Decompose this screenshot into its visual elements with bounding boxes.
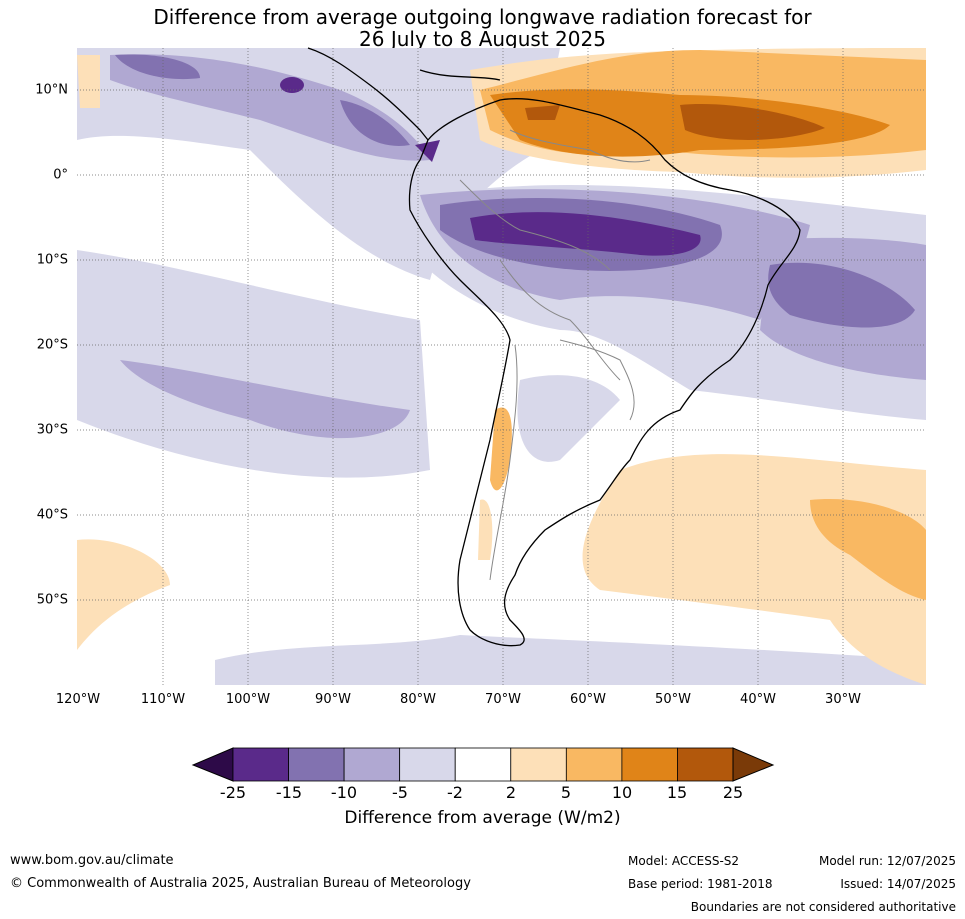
- anomaly-region-neg-light: [215, 635, 926, 685]
- copyright-text: © Commonwealth of Australia 2025, Austra…: [10, 876, 471, 891]
- colorbar-tick: 10: [611, 783, 633, 802]
- lon-label: 100°W: [225, 692, 271, 707]
- anomaly-region-pos-medium: [490, 407, 512, 491]
- lon-label: 50°W: [655, 692, 691, 707]
- anomaly-region-pos-extreme: [525, 105, 560, 120]
- boundary: [509, 129, 651, 163]
- caribbean-coastline: [419, 69, 501, 81]
- colorbar-min-arrow: [191, 747, 234, 782]
- colorbar-swatch: [399, 747, 456, 782]
- lon-label: 30°W: [825, 692, 861, 707]
- lat-label: 40°S: [36, 507, 68, 523]
- colorbar-swatch: [454, 747, 512, 782]
- model-text: Model: ACCESS-S2: [628, 854, 740, 868]
- lon-label: 80°W: [400, 692, 436, 707]
- anomaly-region-pos-light: [77, 55, 100, 108]
- model-run-text: Model run: 12/07/2025: [818, 854, 956, 868]
- coastline: [307, 47, 801, 647]
- anomaly-region-pos-medium: [810, 499, 926, 600]
- lon-label: 40°W: [740, 692, 776, 707]
- colorbar-swatch: [565, 747, 623, 782]
- colorbar-tick: -15: [275, 783, 303, 802]
- anomaly-region-neg-medium: [120, 360, 410, 439]
- colorbar-swatch: [288, 747, 345, 782]
- colorbar-max-arrow: [732, 747, 775, 782]
- map-title-line2: 26 July to 8 August 2025: [359, 27, 606, 51]
- colorbar-tick: 5: [560, 783, 572, 802]
- website-link[interactable]: www.bom.gov.au/climate: [10, 853, 174, 868]
- central-america-coastline: [307, 47, 429, 141]
- map-title-line1: Difference from average outgoing longwav…: [153, 5, 812, 29]
- anomaly-region-neg-strong: [115, 54, 200, 80]
- country-boundaries: [459, 129, 651, 581]
- lat-label: 50°S: [36, 592, 68, 608]
- colorbar-tick: -2: [447, 783, 463, 802]
- lat-label: 30°S: [36, 422, 68, 438]
- base-period-text: Base period: 1981-2018: [628, 877, 773, 891]
- anomaly-region-neg-light: [517, 375, 620, 462]
- colorbar-tick: 2: [505, 783, 517, 802]
- lon-label: 90°W: [315, 692, 351, 707]
- colorbar-swatch: [677, 747, 734, 782]
- colorbar-tick: -25: [219, 783, 247, 802]
- disclaimer-text: Boundaries are not considered authoritat…: [690, 900, 956, 914]
- boundary: [489, 344, 518, 581]
- south-america-coastline: [408, 98, 801, 647]
- anomaly-region-neg-strong: [768, 262, 915, 328]
- colorbar-swatches: [232, 747, 734, 782]
- colorbar-swatch: [510, 747, 567, 782]
- lat-label: 10°N: [35, 82, 68, 98]
- colorbar-label: Difference from average (W/m2): [344, 808, 621, 828]
- lat-label: 0°: [53, 167, 68, 183]
- anomaly-region-neg-extreme: [280, 77, 304, 93]
- colorbar-tick: -5: [392, 783, 408, 802]
- boundary: [499, 259, 621, 381]
- colorbar-swatch: [343, 747, 401, 782]
- lon-label: 70°W: [485, 692, 521, 707]
- issued-text: Issued: 14/07/2025: [840, 877, 956, 891]
- anomaly-region-neg-extreme: [470, 212, 701, 256]
- colorbar-tick: 25: [722, 783, 744, 802]
- lat-label: 20°S: [36, 337, 68, 353]
- anomaly-region-pos-extreme: [680, 104, 825, 140]
- anomaly-region-pos-light: [77, 539, 170, 650]
- colorbar-swatch: [621, 747, 678, 782]
- anomaly-region-pos-light: [478, 499, 493, 560]
- colorbar-tick: -10: [330, 783, 358, 802]
- anomaly-region-neg-strong: [340, 100, 410, 146]
- lon-label: 110°W: [140, 692, 186, 707]
- map-gridlines: [77, 48, 926, 685]
- colorbar-swatch: [232, 747, 289, 782]
- lon-label: 60°W: [570, 692, 606, 707]
- colorbar-tick: 15: [666, 783, 688, 802]
- lat-label: 10°S: [36, 252, 68, 268]
- boundary: [459, 179, 611, 271]
- lon-label: 120°W: [55, 692, 101, 707]
- anomaly-fields: [77, 48, 926, 685]
- anomaly-region-neg-medium: [110, 54, 430, 161]
- boundary: [559, 339, 635, 421]
- anomaly-region-neg-extreme: [415, 140, 440, 162]
